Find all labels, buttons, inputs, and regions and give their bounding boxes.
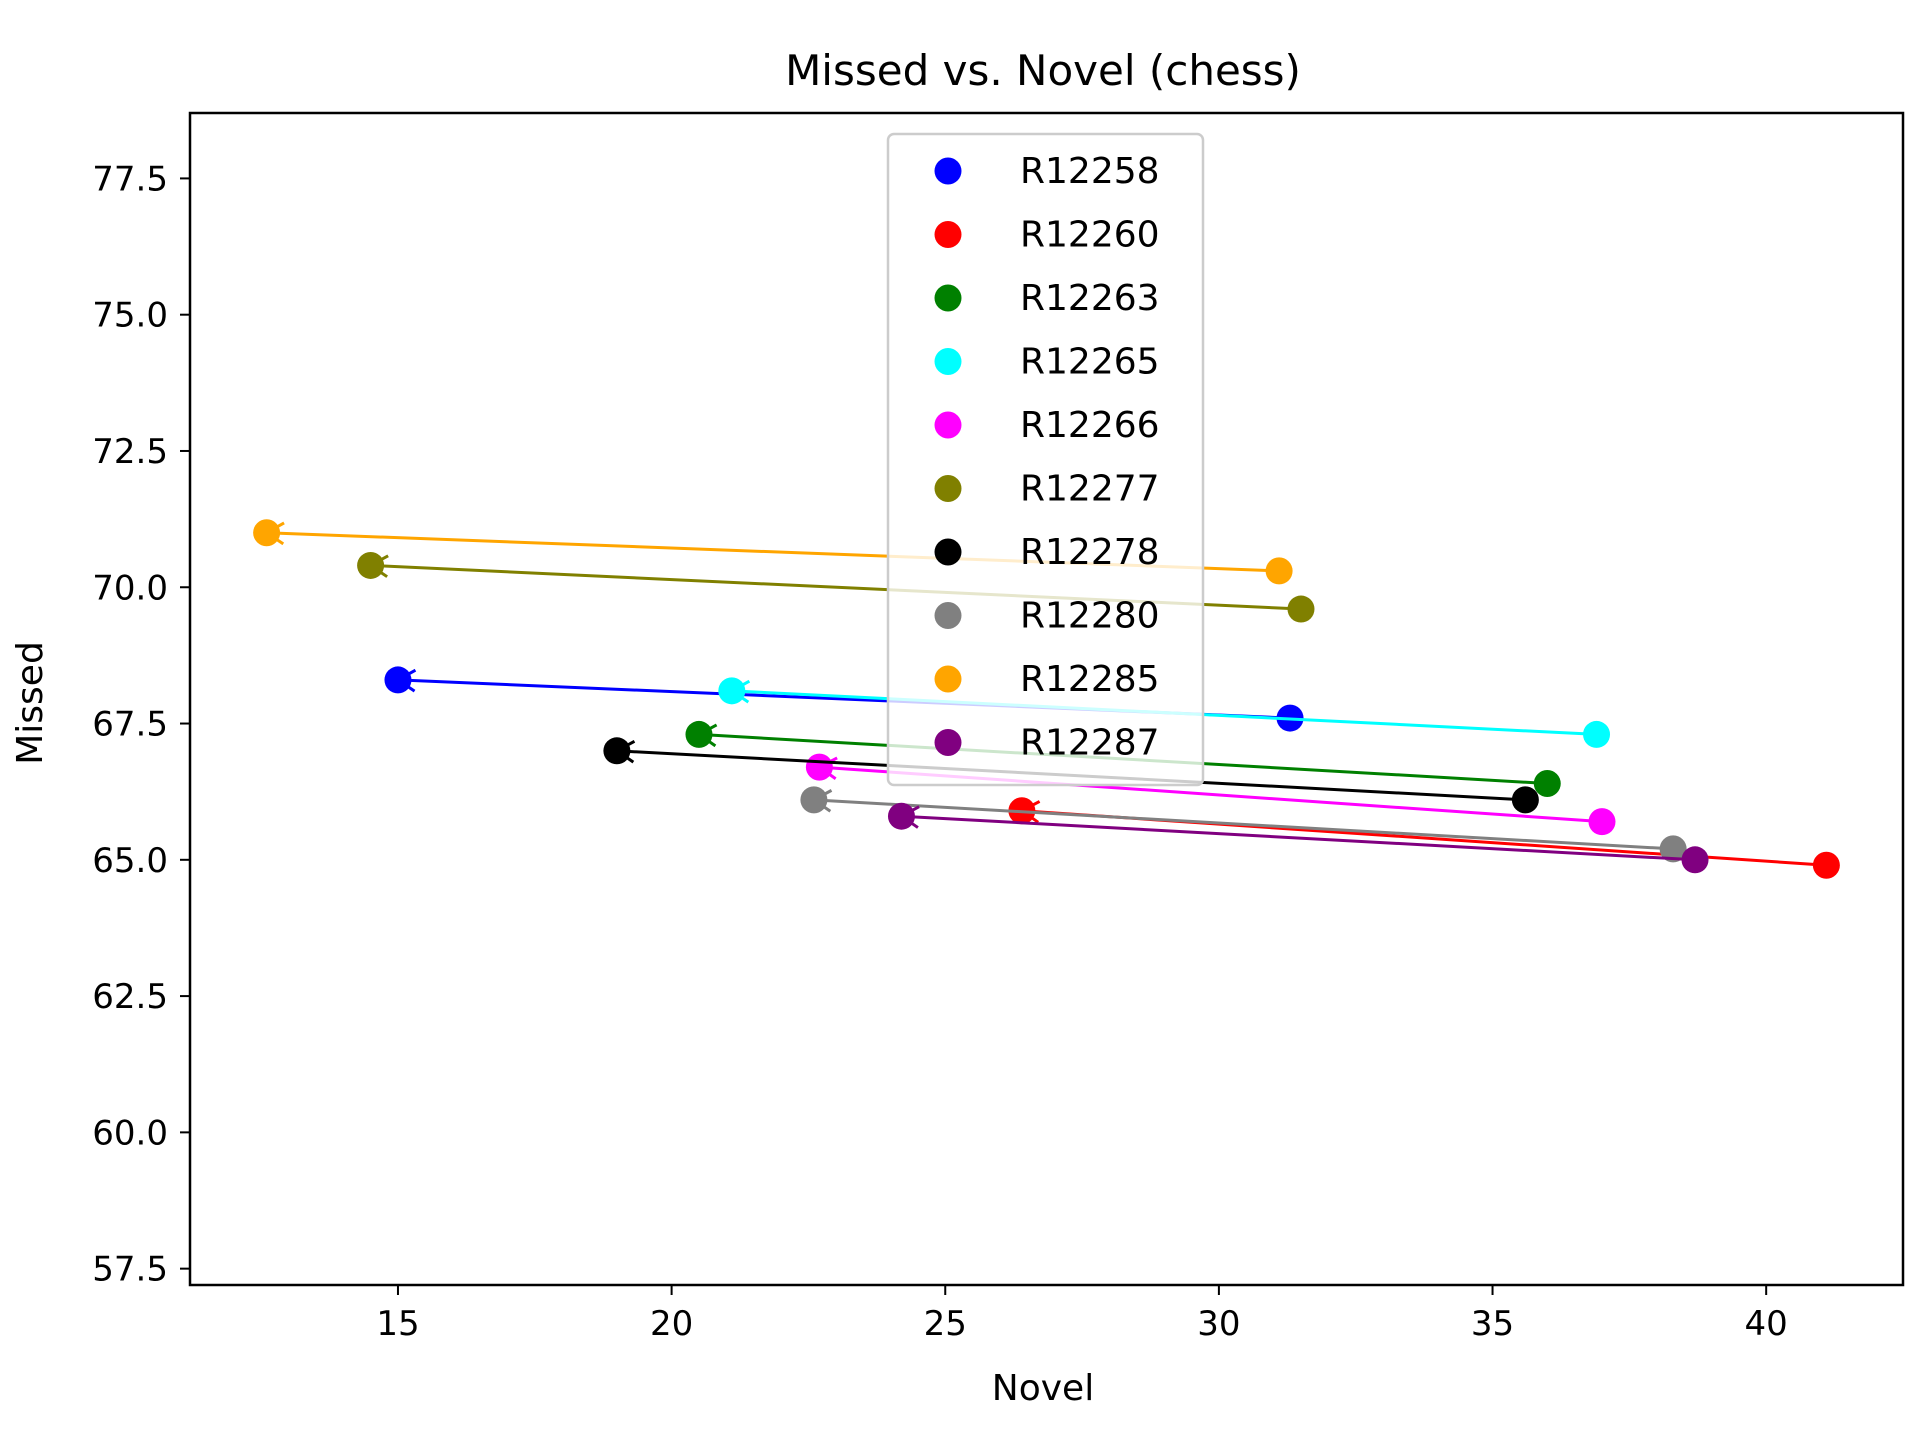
data-point-end [603,737,631,765]
y-tick-label: 62.5 [92,977,168,1017]
series-line [813,798,1674,851]
y-tick-label: 65.0 [92,841,168,881]
legend-marker [934,665,962,693]
legend-item: R12263 [934,278,1160,319]
legend-item: R12277 [934,469,1160,510]
data-point-end [805,753,833,781]
y-tick-label: 75.0 [92,296,168,336]
data-point-start [1681,846,1709,874]
y-tick-label: 77.5 [92,159,168,199]
data-point-start [1511,786,1539,814]
legend-item: R12285 [934,659,1160,700]
legend-label: R12287 [1020,723,1160,764]
series-R12280 [800,786,1687,863]
data-point-end [685,720,713,748]
legend-label: R12277 [1020,469,1160,510]
series-R12287 [887,802,1709,874]
legend-item: R12287 [934,723,1160,764]
y-tick-label: 67.5 [92,705,168,745]
data-point-start [1265,557,1293,585]
legend-box [886,132,1205,787]
plot-frame [188,111,1905,1287]
y-tick-label: 60.0 [92,1113,168,1153]
legend-label: R12285 [1020,659,1160,700]
data-point-end [800,786,828,814]
legend-marker [934,475,962,502]
legend-label: R12278 [1020,532,1160,573]
data-point-end [384,666,412,694]
legend-marker [934,729,962,756]
legend-item: R12258 [934,151,1160,192]
legend-marker [934,411,962,439]
legend-item: R12280 [934,596,1160,637]
data-point-start [1588,808,1616,836]
y-axis-label: Missed [10,641,51,765]
legend-item: R12260 [934,215,1160,256]
legend-marker [934,157,962,185]
data-point-start [1533,769,1561,797]
y-tick-label: 72.5 [92,432,168,472]
series-line [901,814,1696,862]
legend-label: R12265 [1020,342,1160,383]
x-tick-label: 30 [1197,1304,1240,1344]
legend-label: R12266 [1020,405,1160,446]
legend-marker [934,348,962,375]
legend-label: R12280 [1020,596,1160,637]
legend: R12258 R12260 R12263 R12265 R12266 R12277 R122… [886,132,1205,787]
data-point-start [1583,720,1611,748]
chart-title: Missed vs. Novel (chess) [785,46,1301,95]
legend-marker [934,538,962,566]
legend-label: R12258 [1020,151,1160,192]
data-point-end [357,551,385,579]
data-point-start [1287,595,1315,623]
x-tick-label: 20 [650,1304,693,1344]
data-point-start [1659,835,1687,863]
data-point-start [1812,851,1840,879]
legend-item: R12266 [934,405,1160,446]
legend-item: R12265 [934,342,1160,383]
legend-item: R12278 [934,532,1160,573]
series-R12266 [805,753,1616,836]
y-tick-label: 57.5 [92,1250,168,1290]
axes-layer: 15 20 25 30 35 40 57.5 60.0 62.5 65.0 67.5 70.0 72.5… [92,111,1905,1344]
legend-marker [934,221,962,248]
legend-label: R12260 [1020,215,1160,256]
data-point-end [718,677,746,705]
data-point-end [887,802,915,830]
data-point-end [253,519,281,547]
x-tick-label: 35 [1471,1304,1514,1344]
legend-marker [934,284,962,312]
x-tick-label: 40 [1745,1304,1788,1344]
legend-marker [934,602,962,629]
y-tick-label: 70.0 [92,568,168,608]
x-tick-label: 15 [376,1304,419,1344]
legend-label: R12263 [1020,278,1160,319]
x-tick-label: 25 [924,1304,967,1344]
x-axis-label: Novel [992,1368,1094,1409]
